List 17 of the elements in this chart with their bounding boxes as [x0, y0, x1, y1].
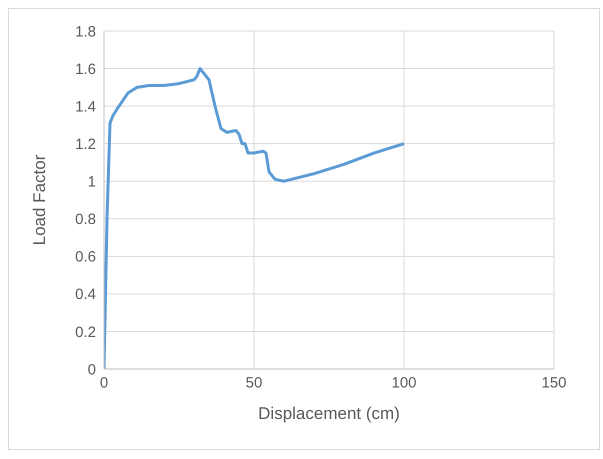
y-tick-label: 1: [88, 174, 96, 191]
x-axis-title: Displacement (cm): [258, 404, 400, 423]
y-tick-label: 0.2: [75, 324, 96, 341]
x-tick-label: 100: [391, 374, 417, 392]
line-series: [104, 67, 406, 369]
y-tick-label: 1.2: [75, 136, 96, 153]
y-tick-label: 0.6: [75, 248, 96, 266]
y-tick-label: 1.4: [75, 98, 96, 116]
y-axis-title: Load Factor: [30, 154, 50, 246]
y-tick-label: 0: [88, 361, 96, 378]
x-tick-label: 50: [246, 374, 262, 392]
y-tick-label: 1.6: [75, 60, 96, 78]
y-tick-label: 0.4: [75, 286, 96, 304]
y-tick-label: 1.8: [75, 23, 96, 40]
x-tick-label: 0: [100, 374, 108, 392]
x-tick-label: 150: [541, 374, 567, 392]
y-tick-label: 0.8: [75, 211, 96, 228]
